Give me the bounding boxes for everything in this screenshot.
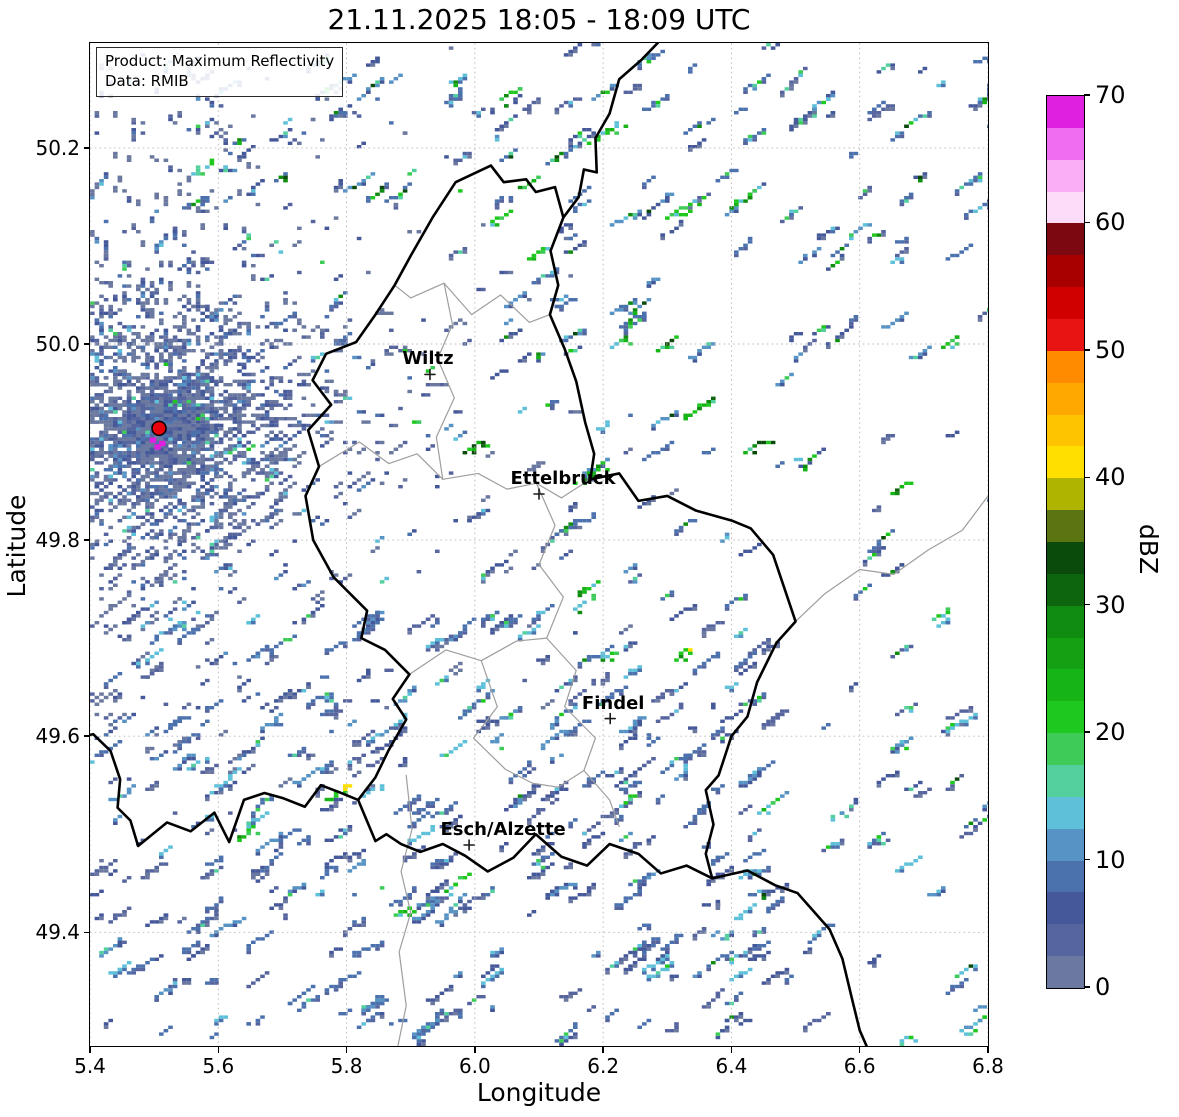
colorbar-tick-mark [1084,349,1091,351]
colorbar-band [1047,924,1084,957]
y-axis-label: Latitude [2,494,31,598]
colorbar-band [1047,223,1084,256]
y-tick-label: 49.4 [35,920,80,945]
colorbar-tick-mark [1084,603,1091,606]
x-tick-mark [474,1046,476,1053]
colorbar-band [1047,478,1084,511]
colorbar-band [1047,382,1084,415]
x-tick-label: 6.4 [715,1054,748,1078]
colorbar-band [1047,669,1084,702]
colorbar-band [1047,637,1084,670]
colorbar-band [1047,956,1084,989]
colorbar-tick-label: 50 [1095,335,1126,364]
radar-map-canvas [89,42,988,1046]
y-tick-mark [83,931,90,934]
colorbar-band [1047,159,1084,192]
colorbar-tick-mark [1084,94,1091,96]
product-info-line2: Data: RMIB [105,72,189,91]
city-label-esch-alzette: Esch/Alzette [440,819,566,840]
x-tick-mark [730,1046,733,1053]
y-tick-label: 49.6 [35,724,80,749]
colorbar-tick-label: 60 [1095,208,1126,237]
colorbar-tick-label: 70 [1095,81,1126,109]
colorbar [1046,95,1085,989]
colorbar-tick-mark [1084,221,1091,224]
x-tick-label: 5.6 [202,1054,235,1078]
x-tick-mark [89,1046,91,1053]
y-tick-label: 50.2 [35,135,80,160]
figure-title: 21.11.2025 18:05 - 18:09 UTC [327,3,751,36]
colorbar-band [1047,860,1084,893]
x-tick-mark [345,1046,348,1053]
x-tick-label: 5.8 [330,1054,363,1078]
city-label-ettelbruck: Ettelbruck [510,468,616,489]
colorbar-tick-mark [1084,858,1091,861]
y-tick-mark [83,539,90,541]
x-tick-label: 5.4 [74,1054,106,1078]
x-tick-label: 6.6 [843,1054,876,1078]
colorbar-label: dBZ [1134,523,1163,575]
colorbar-tick-label: 20 [1095,718,1126,747]
colorbar-band [1047,796,1084,829]
city-label-wiltz: Wiltz [402,348,454,370]
x-axis-label: Longitude [476,1078,602,1107]
map-plot-area [88,41,989,1047]
x-tick-mark [602,1046,604,1053]
colorbar-band [1047,892,1084,925]
y-tick-mark [83,343,90,345]
colorbar-band [1047,828,1084,861]
x-tick-label: 6.8 [972,1054,1004,1078]
y-tick-label: 49.8 [35,528,80,553]
colorbar-band [1047,701,1084,734]
colorbar-band [1047,127,1084,160]
colorbar-band [1047,191,1084,224]
y-tick-mark [83,735,90,737]
colorbar-band [1047,255,1084,288]
colorbar-band [1047,446,1084,479]
colorbar-tick-label: 30 [1095,590,1126,619]
x-tick-mark [987,1046,989,1053]
colorbar-band [1047,733,1084,766]
colorbar-band [1047,573,1084,606]
colorbar-band [1047,319,1084,351]
colorbar-tick-label: 10 [1095,845,1126,874]
colorbar-band [1047,765,1084,797]
city-label-findel: Findel [581,692,645,714]
colorbar-band [1047,542,1084,574]
colorbar-tick-mark [1084,986,1091,988]
colorbar-band [1047,350,1084,383]
product-info-box: Product: Maximum Reflectivity Data: RMIB [96,47,344,97]
x-tick-label: 6.0 [458,1054,491,1078]
colorbar-tick-mark [1084,731,1091,733]
x-tick-mark [217,1046,220,1053]
x-tick-label: 6.2 [587,1054,620,1078]
colorbar-band [1047,414,1084,447]
x-tick-mark [858,1046,861,1053]
colorbar-tick-mark [1084,476,1091,479]
y-tick-mark [83,147,90,149]
colorbar-tick-label: 0 [1095,973,1111,1001]
colorbar-band [1047,510,1084,543]
colorbar-tick-label: 40 [1095,463,1126,492]
colorbar-band [1047,287,1084,320]
product-info-line1: Product: Maximum Reflectivity [105,52,335,70]
colorbar-band [1047,96,1084,128]
colorbar-band [1047,605,1084,638]
y-tick-label: 50.0 [35,331,80,356]
